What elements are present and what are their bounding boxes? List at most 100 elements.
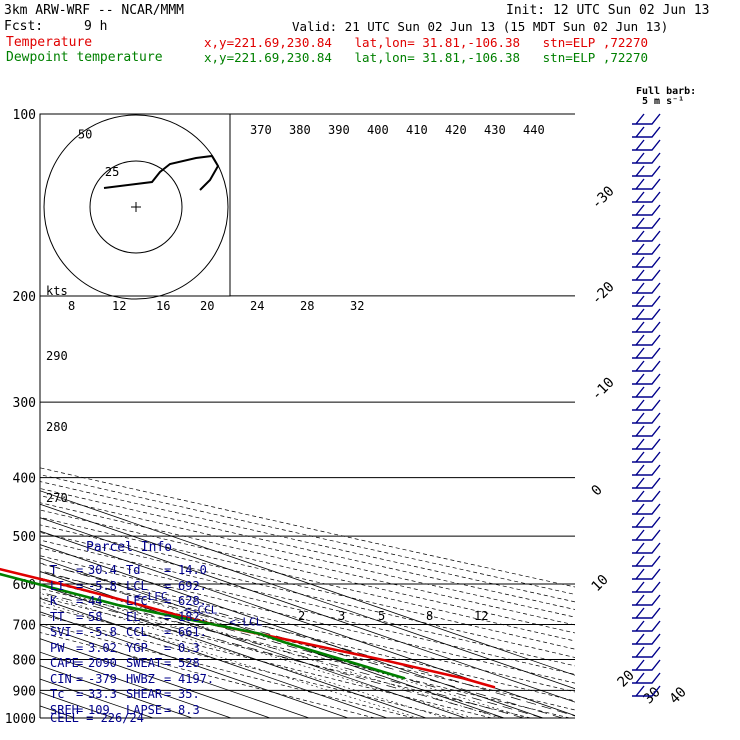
forecast-hour: 9 h [84, 19, 108, 34]
hodograph-ring-label: 50 [78, 128, 92, 142]
isotherm-line [40, 490, 575, 676]
parcel-info-cell: 33.3 [88, 687, 117, 701]
parcel-info-cell: = [164, 702, 172, 717]
isotherm-line [40, 597, 388, 718]
wind-barb [632, 490, 661, 502]
hodograph-axis-label: 24 [250, 299, 264, 313]
isotherm-label: 10 [589, 572, 612, 595]
parcel-cell: CELL = 226/24 [50, 711, 144, 725]
hodograph-ring [43, 114, 229, 300]
init-time: Init: 12 UTC Sun 02 Jun 13 [506, 3, 710, 18]
dewpoint-legend: Dewpoint temperature [6, 50, 163, 65]
valid-time: Valid: 21 UTC Sun 02 Jun 13 (15 MDT Sun … [292, 19, 669, 34]
wind-barb-unit: 5 m s⁻¹ [642, 96, 684, 107]
dry-adiabat [40, 605, 492, 718]
parcel-info-cell: 182. [178, 609, 207, 624]
parcel-info-cell: 628. [178, 594, 207, 608]
mixing-ratio-label: 3 [338, 609, 345, 623]
wind-barb [632, 464, 661, 476]
model-title: 3km ARW-WRF -- NCAR/MMM [4, 3, 185, 18]
wind-barb [632, 412, 661, 424]
mixing-ratio-label: 8 [426, 609, 433, 623]
isotherm-line [40, 611, 349, 718]
isotherm-line [40, 584, 427, 718]
theta-label: 440 [523, 123, 545, 137]
isotherm-line [40, 517, 575, 703]
hodograph-center [131, 202, 141, 212]
parcel-info-cell: = [76, 609, 84, 624]
moist-adiabat [40, 570, 563, 718]
dewpoint-trace [0, 572, 406, 680]
hodograph-axis-label: 32 [350, 299, 364, 313]
theta-label: 420 [445, 123, 467, 137]
wind-barb [632, 204, 661, 216]
parcel-info-cell: = [164, 578, 172, 593]
dry-adiabat [40, 509, 575, 634]
theta-label: 380 [289, 123, 311, 137]
level-annotation: <-LCL [229, 615, 262, 628]
wind-barb [632, 503, 661, 515]
wind-barb [632, 308, 661, 320]
parcel-info-cell: CAPE [50, 656, 79, 670]
wind-barb [632, 191, 661, 203]
wind-barb [632, 269, 661, 281]
isotherm-line [40, 530, 575, 717]
parcel-info-cell: = [164, 594, 172, 608]
wind-barb [632, 581, 661, 593]
wind-barb [632, 568, 661, 580]
wind-barb [632, 152, 661, 164]
parcel-info-cell: = [164, 640, 172, 655]
dry-adiabat [40, 571, 575, 702]
temperature-trace [0, 567, 496, 689]
wind-barb [632, 451, 661, 463]
parcel-info-cell: SHEAR [126, 687, 163, 701]
pressure-tick-label: 200 [13, 290, 36, 305]
dry-adiabat [40, 555, 575, 684]
forecast-label: Fcst: [4, 19, 44, 34]
wind-barb [632, 373, 661, 385]
wind-barb [632, 633, 661, 645]
parcel-info-cell: -5.8 [88, 625, 117, 639]
parcel-info-cell: 528 [178, 656, 200, 670]
wind-barb [632, 165, 661, 177]
theta-label: 430 [484, 123, 506, 137]
parcel-info-cell: EL [126, 609, 141, 624]
dry-adiabat [40, 488, 575, 610]
wind-barb [632, 646, 661, 658]
dry-adiabat [40, 495, 575, 618]
mixing-ratio-line [40, 592, 446, 718]
parcel-info-cell: LI [50, 578, 65, 593]
parcel-info-cell: -5.8 [88, 578, 117, 593]
dry-adiabat [40, 579, 575, 711]
parcel-info-cell: Tc [50, 687, 65, 701]
wind-barb [632, 607, 661, 619]
wind-barb [632, 529, 661, 541]
parcel-info-cell: SREH [50, 702, 79, 717]
wind-barb [632, 477, 661, 489]
wind-barb [632, 659, 661, 671]
theta-label: 410 [406, 123, 428, 137]
hodograph-ring [89, 160, 183, 254]
mixing-ratio-line [91, 583, 528, 718]
hodograph-axis-label: 20 [200, 299, 214, 313]
wind-barb [632, 672, 661, 684]
isotherm-line [40, 503, 575, 690]
parcel-info-cell: = [76, 671, 84, 686]
parcel-info-cell: LCL [126, 578, 148, 593]
theta-side-label: 290 [46, 349, 68, 363]
pressure-tick-label: 100 [13, 108, 36, 123]
wind-barb [632, 334, 661, 346]
parcel-info-cell: PW [50, 640, 65, 655]
theta-side-label: 270 [46, 491, 68, 505]
wind-barb [632, 139, 661, 151]
wind-barb [632, 386, 661, 398]
wind-barb [632, 542, 661, 554]
isotherm-label: -20 [589, 279, 618, 308]
parcel-info-cell: 30.4 [88, 563, 117, 577]
isotherm-label: 40 [667, 684, 690, 707]
wind-barb [632, 438, 661, 450]
temperature-legend: Temperature [6, 35, 93, 50]
pressure-tick-label: 1000 [5, 712, 36, 727]
